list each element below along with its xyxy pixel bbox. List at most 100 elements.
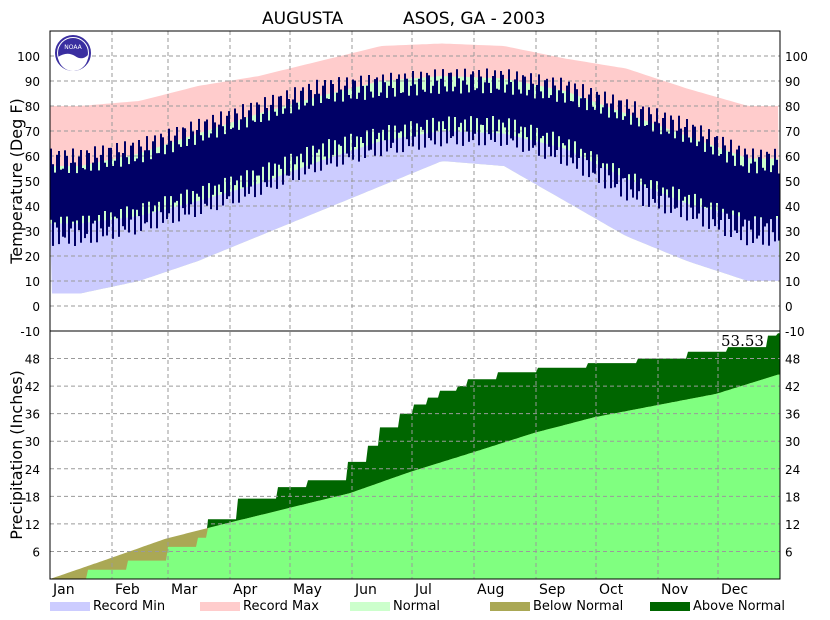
observed-day-bar (128, 164, 130, 233)
observed-day-bar (488, 82, 490, 135)
observed-day-bar (674, 138, 676, 209)
precipitation-areas (50, 333, 780, 579)
observed-day-bar (192, 131, 194, 191)
observed-day-bar (268, 120, 270, 163)
precipitation-tick-left: 12 (25, 518, 40, 532)
observed-day-bar (200, 135, 202, 214)
temperature-tick-left: 20 (25, 250, 40, 264)
observed-day-bar (724, 145, 726, 236)
observed-day-bar (520, 93, 522, 127)
observed-day-bar (232, 127, 234, 204)
temperature-tick-right: 20 (785, 250, 800, 264)
observed-day-bar (254, 121, 256, 198)
observed-day-bar (690, 142, 692, 208)
temperature-tick-right: 60 (785, 150, 800, 164)
observed-day-bar (236, 113, 238, 181)
observed-day-bar (504, 92, 506, 128)
observed-day-bar (534, 98, 536, 146)
observed-day-bar (582, 84, 584, 176)
observed-day-bar (456, 69, 458, 145)
temperature-tick-left: 50 (25, 175, 40, 189)
observed-day-bar (168, 128, 170, 214)
observed-day-bar (474, 90, 476, 134)
observed-day-bar (642, 106, 644, 206)
observed-day-bar (644, 125, 646, 185)
observed-day-bar (428, 75, 430, 138)
month-label: Nov (661, 582, 688, 598)
observed-day-bar (290, 113, 292, 154)
observed-day-bar (656, 108, 658, 182)
observed-day-bar (370, 91, 372, 150)
station-subtitle: ASOS, GA - 2003 (403, 9, 545, 29)
panel-frames (49, 30, 781, 580)
observed-day-bar (494, 70, 496, 142)
observed-day-bar (430, 93, 432, 141)
observed-day-bar (554, 85, 556, 158)
observed-day-bar (516, 71, 518, 148)
observed-day-bar (276, 115, 278, 189)
observed-day-bar (450, 72, 452, 138)
observed-day-bar (188, 139, 190, 215)
observed-day-bar (310, 90, 312, 165)
observed-day-bar (752, 148, 754, 243)
observed-day-bar (356, 98, 358, 137)
observed-day-bar (536, 84, 538, 128)
observed-day-bar (274, 111, 276, 164)
observed-day-bar (608, 117, 610, 176)
observed-day-bar (688, 137, 690, 195)
observed-day-bar (778, 173, 780, 241)
observed-day-bar (512, 94, 514, 141)
precipitation-tick-right: 42 (785, 380, 800, 394)
observed-day-bar (404, 73, 406, 125)
observed-day-bar (532, 83, 534, 148)
observed-day-bar (336, 92, 338, 167)
observed-day-bar (424, 91, 426, 148)
observed-day-bar (298, 109, 300, 180)
temperature-tick-left: 80 (25, 100, 40, 114)
month-label: Jul (414, 582, 432, 598)
observed-day-bar (726, 162, 728, 214)
observed-day-bar (326, 98, 328, 165)
annual-total-label: 53.53 (721, 332, 764, 350)
observed-day-bar (680, 128, 682, 218)
observed-day-bar (666, 131, 668, 190)
observed-day-bar (202, 140, 204, 186)
observed-day-bar (648, 107, 650, 207)
observed-day-bar (502, 74, 504, 123)
observed-day-bar (50, 148, 52, 220)
observed-day-bar (556, 101, 558, 150)
observed-day-bar (564, 102, 566, 146)
observed-day-bar (190, 121, 192, 205)
observed-day-bar (400, 93, 402, 132)
observed-day-bar (360, 75, 362, 137)
observed-day-bar (88, 153, 90, 216)
precipitation-tick-left: 48 (25, 353, 40, 367)
observed-day-bar (740, 165, 742, 241)
observed-day-bar (464, 68, 466, 120)
temperature-tick-left: -10 (20, 325, 40, 339)
observed-day-bar (332, 84, 334, 155)
observed-day-bar (100, 154, 102, 229)
observed-day-bar (264, 97, 266, 183)
observed-day-bar (162, 137, 164, 223)
observed-day-bar (74, 162, 76, 246)
observed-day-bar (80, 150, 82, 243)
observed-day-bar (122, 153, 124, 227)
observed-day-bar (776, 159, 778, 216)
observed-day-bar (170, 140, 172, 197)
observed-day-bar (602, 107, 604, 164)
observed-day-bar (372, 97, 374, 129)
observed-day-bar (750, 163, 752, 230)
observed-day-bar (178, 144, 180, 222)
observed-day-bar (660, 134, 662, 196)
observed-day-bar (728, 151, 730, 219)
observed-day-bar (478, 70, 480, 146)
observed-day-bar (280, 95, 282, 169)
observed-day-bar (432, 85, 434, 118)
observed-day-bar (350, 98, 352, 134)
observed-day-bar (218, 124, 220, 185)
observed-day-bar (528, 89, 530, 151)
observed-day-bar (302, 87, 304, 163)
observed-day-bar (754, 161, 756, 217)
observed-day-bar (526, 95, 528, 138)
